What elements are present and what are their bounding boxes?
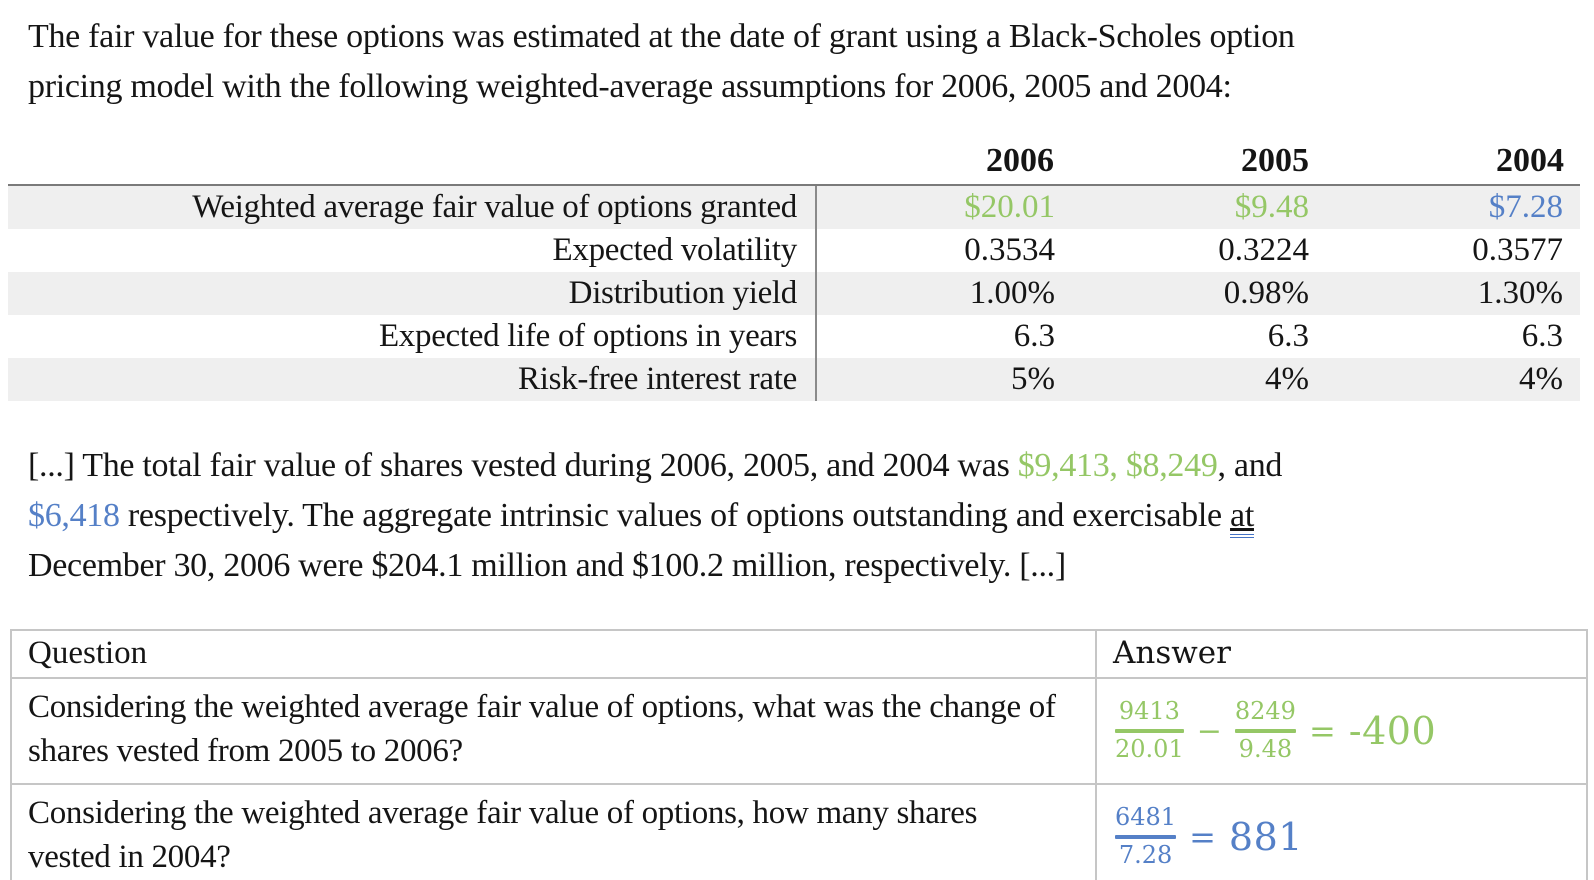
- body-text: , and: [1217, 447, 1283, 484]
- row-values: 1.00% 0.98% 1.30%: [815, 272, 1579, 315]
- body-text: respectively. The aggregate intrinsic va…: [119, 497, 1231, 534]
- value-cell-2006: 1.00%: [969, 275, 1055, 311]
- row-label: Expected volatility: [552, 232, 798, 268]
- value-cell-2004: 6.3: [1521, 318, 1563, 354]
- row-label: Expected life of options in years: [378, 318, 797, 354]
- fraction-bar: [1234, 729, 1296, 733]
- assumptions-rows: Weighted average fair value of options g…: [8, 184, 1580, 401]
- qa-row-1: Considering the weighted average fair va…: [10, 677, 1588, 785]
- year-header-2005: 2005: [1241, 142, 1309, 179]
- qa-row-2: Considering the weighted average fair va…: [10, 783, 1588, 880]
- intro-paragraph: The fair value for these options was est…: [28, 12, 1548, 112]
- qa-header-question: Question: [10, 629, 1097, 679]
- value-cell-2006: 6.3: [1013, 318, 1055, 354]
- fraction: 6481 7.28: [1115, 803, 1177, 869]
- row-values: 0.3534 0.3224 0.3577: [815, 229, 1579, 272]
- intro-line-2: pricing model with the following weighte…: [28, 68, 1232, 105]
- fraction: 8249 9.48: [1234, 697, 1296, 763]
- body-line-1: [...] The total fair value of shares ves…: [28, 441, 1558, 491]
- equals-sign: =: [1189, 818, 1216, 856]
- year-header-spacer: [8, 138, 815, 184]
- answer-equation: 6481 7.28 = 881: [1115, 803, 1586, 869]
- row-values: 5% 4% 4%: [815, 358, 1579, 401]
- value-cell-2005: 0.98%: [1223, 275, 1309, 311]
- fraction-numerator: 8249: [1234, 697, 1296, 726]
- body-paragraph: [...] The total fair value of shares ves…: [28, 441, 1558, 591]
- row-label: Weighted average fair value of options g…: [192, 189, 797, 225]
- fraction-numerator: 6481: [1115, 803, 1177, 832]
- body-line-3: December 30, 2006 were $204.1 million an…: [28, 547, 1066, 584]
- answer-equation: 9413 20.01 − 8249 9.48 = -400: [1115, 697, 1586, 763]
- body-line-2: $6,418 respectively. The aggregate intri…: [28, 491, 1558, 541]
- fraction-bar: [1115, 835, 1177, 839]
- answer-cell: 9413 20.01 − 8249 9.48 = -400: [1095, 677, 1588, 785]
- intro-line-1: The fair value for these options was est…: [28, 18, 1295, 55]
- row-label: Risk-free interest rate: [518, 361, 797, 397]
- vested-value-blue: $6,418: [28, 497, 120, 534]
- vested-values-green: $9,413, $8,249: [1017, 447, 1218, 484]
- fraction-denominator: 9.48: [1238, 735, 1293, 763]
- grammar-underlined-word: at: [1230, 497, 1254, 538]
- fraction: 9413 20.01: [1115, 697, 1184, 763]
- question-cell: Considering the weighted average fair va…: [10, 783, 1097, 880]
- value-cell-2005: 6.3: [1267, 318, 1309, 354]
- qa-header-row: Question Answer: [10, 629, 1588, 679]
- year-header-2004: 2004: [1496, 142, 1564, 179]
- table-row-distribution-yield: Distribution yield 1.00% 0.98% 1.30%: [8, 272, 1580, 315]
- value-cell-2006: $20.01: [964, 189, 1055, 225]
- qa-table: Question Answer Considering the weighted…: [10, 629, 1588, 880]
- table-row-volatility: Expected volatility 0.3534 0.3224 0.3577: [8, 229, 1580, 272]
- fraction-bar: [1115, 729, 1184, 733]
- value-cell-2004: 4%: [1519, 361, 1563, 397]
- equals-sign: =: [1308, 712, 1336, 750]
- value-cell-2004: 0.3577: [1472, 232, 1563, 268]
- answer-cell: 6481 7.28 = 881: [1095, 783, 1588, 880]
- body-text: [...] The total fair value of shares ves…: [28, 447, 1018, 484]
- equation-result: 881: [1228, 815, 1303, 859]
- question-cell: Considering the weighted average fair va…: [10, 677, 1097, 785]
- fraction-denominator: 7.28: [1118, 841, 1173, 869]
- value-cell-2005: 0.3224: [1218, 232, 1309, 268]
- row-values: 6.3 6.3 6.3: [815, 315, 1579, 358]
- table-row-risk-free-rate: Risk-free interest rate 5% 4% 4%: [8, 358, 1580, 401]
- fraction-denominator: 20.01: [1115, 735, 1184, 763]
- value-cell-2006: 5%: [1011, 361, 1055, 397]
- value-cell-2005: 4%: [1265, 361, 1309, 397]
- value-cell-2004: $7.28: [1488, 189, 1563, 225]
- value-cell-2004: 1.30%: [1477, 275, 1563, 311]
- row-values: $20.01 $9.48 $7.28: [815, 186, 1579, 229]
- year-header-row: 2006 2005 2004: [8, 138, 1580, 184]
- equation-result: -400: [1348, 709, 1437, 753]
- value-cell-2005: $9.48: [1234, 189, 1309, 225]
- value-cell-2006: 0.3534: [964, 232, 1055, 268]
- minus-operator: −: [1196, 713, 1222, 749]
- year-header-2006: 2006: [986, 142, 1054, 179]
- table-row-expected-life: Expected life of options in years 6.3 6.…: [8, 315, 1580, 358]
- assumptions-table: 2006 2005 2004 Weighted average fair val…: [8, 138, 1580, 401]
- fraction-numerator: 9413: [1118, 697, 1180, 726]
- table-row-fair-value: Weighted average fair value of options g…: [8, 186, 1580, 229]
- row-label: Distribution yield: [568, 275, 798, 311]
- qa-header-answer: Answer: [1095, 629, 1588, 679]
